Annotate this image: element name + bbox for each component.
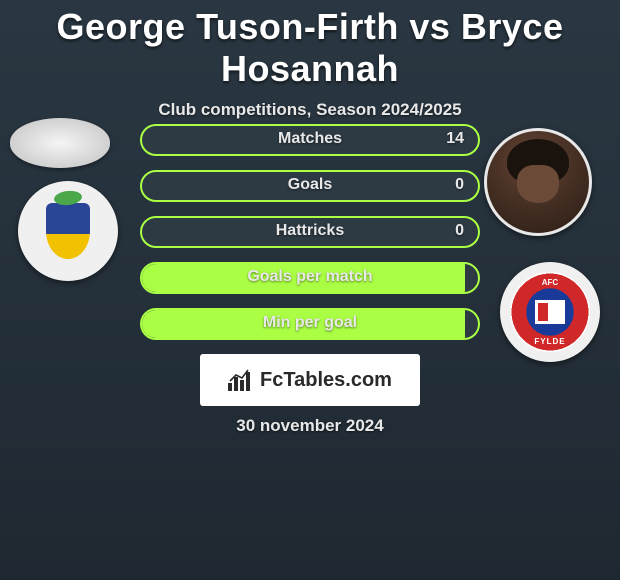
- brand-text: FcTables.com: [260, 369, 392, 392]
- brand-watermark: FcTables.com: [200, 354, 420, 406]
- stat-row-matches: Matches 14: [140, 124, 480, 156]
- stat-row-hattricks: Hattricks 0: [140, 216, 480, 248]
- stat-right-value: 0: [455, 176, 464, 194]
- page-title: George Tuson-Firth vs Bryce Hosannah: [0, 6, 620, 90]
- stat-right-value: 14: [446, 130, 464, 148]
- club-crest-bottom-text: FYLDE: [534, 337, 565, 346]
- page-date: 30 november 2024: [0, 416, 620, 436]
- stats-panel: Matches 14 Goals 0 Hattricks 0 Goals per…: [140, 124, 480, 354]
- player-right-club-badge: AFC FYLDE: [500, 262, 600, 362]
- bar-chart-icon: [228, 369, 254, 391]
- player-left-club-badge: [18, 181, 118, 281]
- stat-label: Hattricks: [142, 222, 478, 240]
- page-subtitle: Club competitions, Season 2024/2025: [0, 100, 620, 120]
- player-right-avatar: [484, 128, 592, 236]
- stat-label: Min per goal: [142, 314, 478, 332]
- club-crest-icon: AFC FYLDE: [510, 272, 590, 352]
- stat-row-goals: Goals 0: [140, 170, 480, 202]
- stat-label: Matches: [142, 130, 478, 148]
- stat-row-goals-per-match: Goals per match: [140, 262, 480, 294]
- stat-row-min-per-goal: Min per goal: [140, 308, 480, 340]
- stat-label: Goals: [142, 176, 478, 194]
- stat-right-value: 0: [455, 222, 464, 240]
- player-left-avatar: [10, 118, 110, 168]
- club-crest-icon: [46, 203, 90, 259]
- club-crest-top-text: AFC: [542, 278, 558, 287]
- stat-label: Goals per match: [142, 268, 478, 286]
